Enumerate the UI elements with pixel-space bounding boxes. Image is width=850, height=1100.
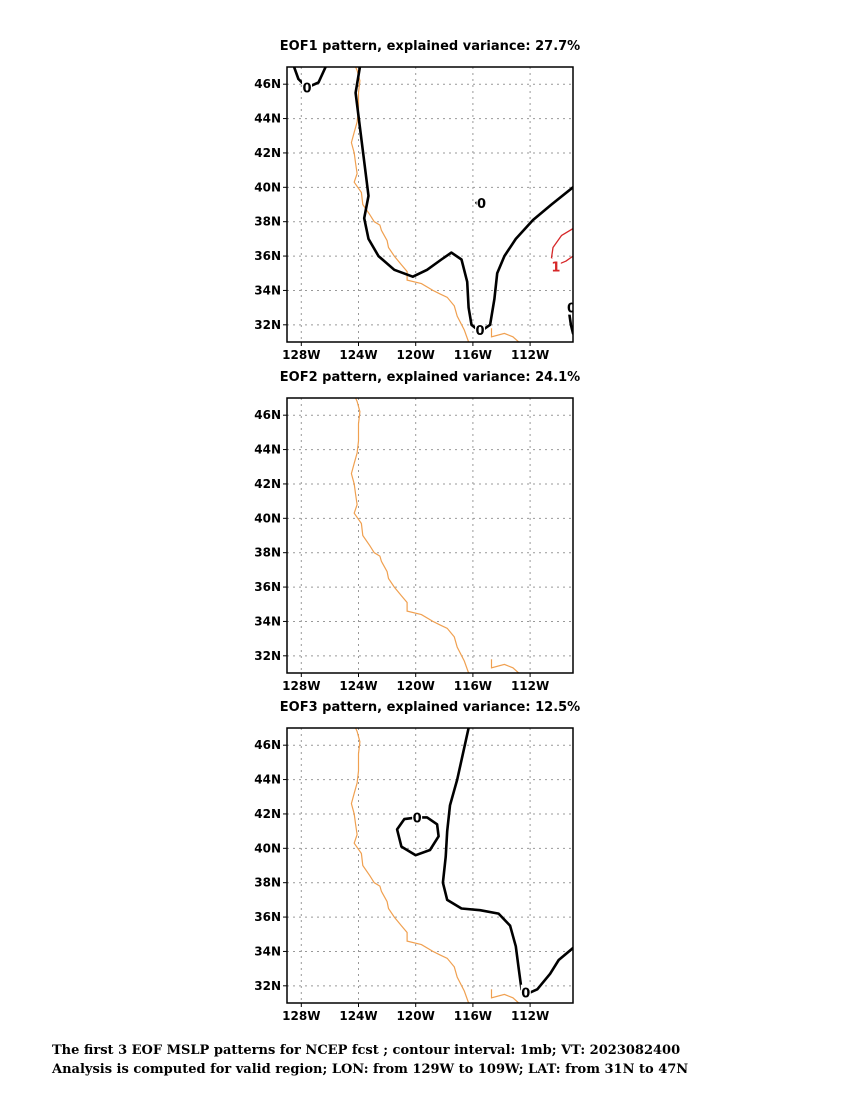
- contour-label-bg: [520, 984, 531, 1000]
- contour-label-bg: [476, 194, 487, 210]
- x-tick-label: 112W: [511, 679, 549, 693]
- y-tick-label: 46N: [254, 738, 281, 752]
- x-tick-label: 116W: [454, 1009, 492, 1023]
- contour-label: 0: [567, 302, 576, 317]
- x-tick-label: 112W: [511, 348, 549, 362]
- y-tick-label: 32N: [254, 318, 281, 332]
- x-tick-label: 112W: [511, 1009, 549, 1023]
- x-tick-label: 128W: [282, 348, 320, 362]
- coastline: [350, 728, 470, 1003]
- coastline-gulf: [490, 328, 520, 342]
- contour-line-0: [354, 67, 573, 333]
- contour-label-bg: [566, 299, 573, 315]
- panel-title: EOF1 pattern, explained variance: 27.7%: [280, 39, 580, 54]
- map-frame: [286, 727, 574, 1004]
- y-tick-label: 36N: [254, 580, 281, 594]
- x-tick-label: 120W: [397, 679, 435, 693]
- coastline-gulf: [490, 659, 520, 673]
- y-tick-label: 38N: [254, 546, 281, 560]
- y-tick-label: 34N: [254, 283, 281, 297]
- y-tick-label: 36N: [254, 249, 281, 263]
- x-tick-label: 124W: [339, 348, 377, 362]
- contour-label: 0: [302, 82, 311, 97]
- y-tick-label: 42N: [254, 477, 281, 491]
- y-tick-label: 32N: [254, 649, 281, 663]
- caption-line-1: The first 3 EOF MSLP patterns for NCEP f…: [52, 1043, 681, 1058]
- y-tick-label: 36N: [254, 910, 281, 924]
- panel-title: EOF3 pattern, explained variance: 12.5%: [280, 700, 580, 715]
- map-panel-3: EOF3 pattern, explained variance: 12.5% 1…: [254, 700, 580, 1023]
- y-tick-label: 40N: [254, 841, 281, 855]
- contour-label-bg: [302, 79, 313, 95]
- x-tick-label: 124W: [339, 1009, 377, 1023]
- y-tick-label: 46N: [254, 408, 281, 422]
- contour-label: 0: [413, 811, 422, 826]
- coastline-gulf: [490, 989, 520, 1003]
- y-tick-label: 44N: [254, 773, 281, 787]
- x-tick-label: 120W: [397, 348, 435, 362]
- y-tick-label: 34N: [254, 944, 281, 958]
- x-tick-label: 120W: [397, 1009, 435, 1023]
- caption-line-2: Analysis is computed for valid region; L…: [52, 1062, 689, 1077]
- y-tick-label: 40N: [254, 511, 281, 525]
- contour-label-bg: [475, 321, 486, 337]
- y-tick-label: 42N: [254, 807, 281, 821]
- y-tick-label: 32N: [254, 979, 281, 993]
- map-frame: [286, 66, 574, 343]
- y-tick-label: 34N: [254, 614, 281, 628]
- contour-label: 0: [521, 987, 530, 1002]
- contour-line-1: [550, 227, 573, 266]
- contour-label: 0: [477, 197, 486, 212]
- contour-line-0: [441, 728, 573, 996]
- y-tick-label: 42N: [254, 146, 281, 160]
- y-tick-label: 44N: [254, 443, 281, 457]
- contour-line-0: [395, 816, 440, 857]
- x-tick-label: 116W: [454, 348, 492, 362]
- y-tick-label: 38N: [254, 876, 281, 890]
- x-tick-label: 128W: [282, 1009, 320, 1023]
- panel-title: EOF2 pattern, explained variance: 24.1%: [280, 370, 580, 385]
- map-panel-2: EOF2 pattern, explained variance: 24.1% 1…: [254, 370, 580, 693]
- map-frame: [286, 397, 574, 674]
- x-tick-label: 128W: [282, 679, 320, 693]
- contour-label: 1: [551, 260, 560, 275]
- contour-label-bg: [550, 258, 561, 274]
- y-tick-label: 44N: [254, 112, 281, 126]
- coastline: [350, 398, 470, 673]
- map-panel-1: EOF1 pattern, explained variance: 27.7% 1…: [254, 39, 580, 362]
- contour-label-bg: [412, 809, 423, 825]
- x-tick-label: 116W: [454, 679, 492, 693]
- y-tick-label: 38N: [254, 215, 281, 229]
- y-tick-label: 46N: [254, 77, 281, 91]
- coastline: [350, 67, 470, 342]
- y-tick-label: 40N: [254, 180, 281, 194]
- contour-label: 0: [476, 324, 485, 339]
- x-tick-label: 124W: [339, 679, 377, 693]
